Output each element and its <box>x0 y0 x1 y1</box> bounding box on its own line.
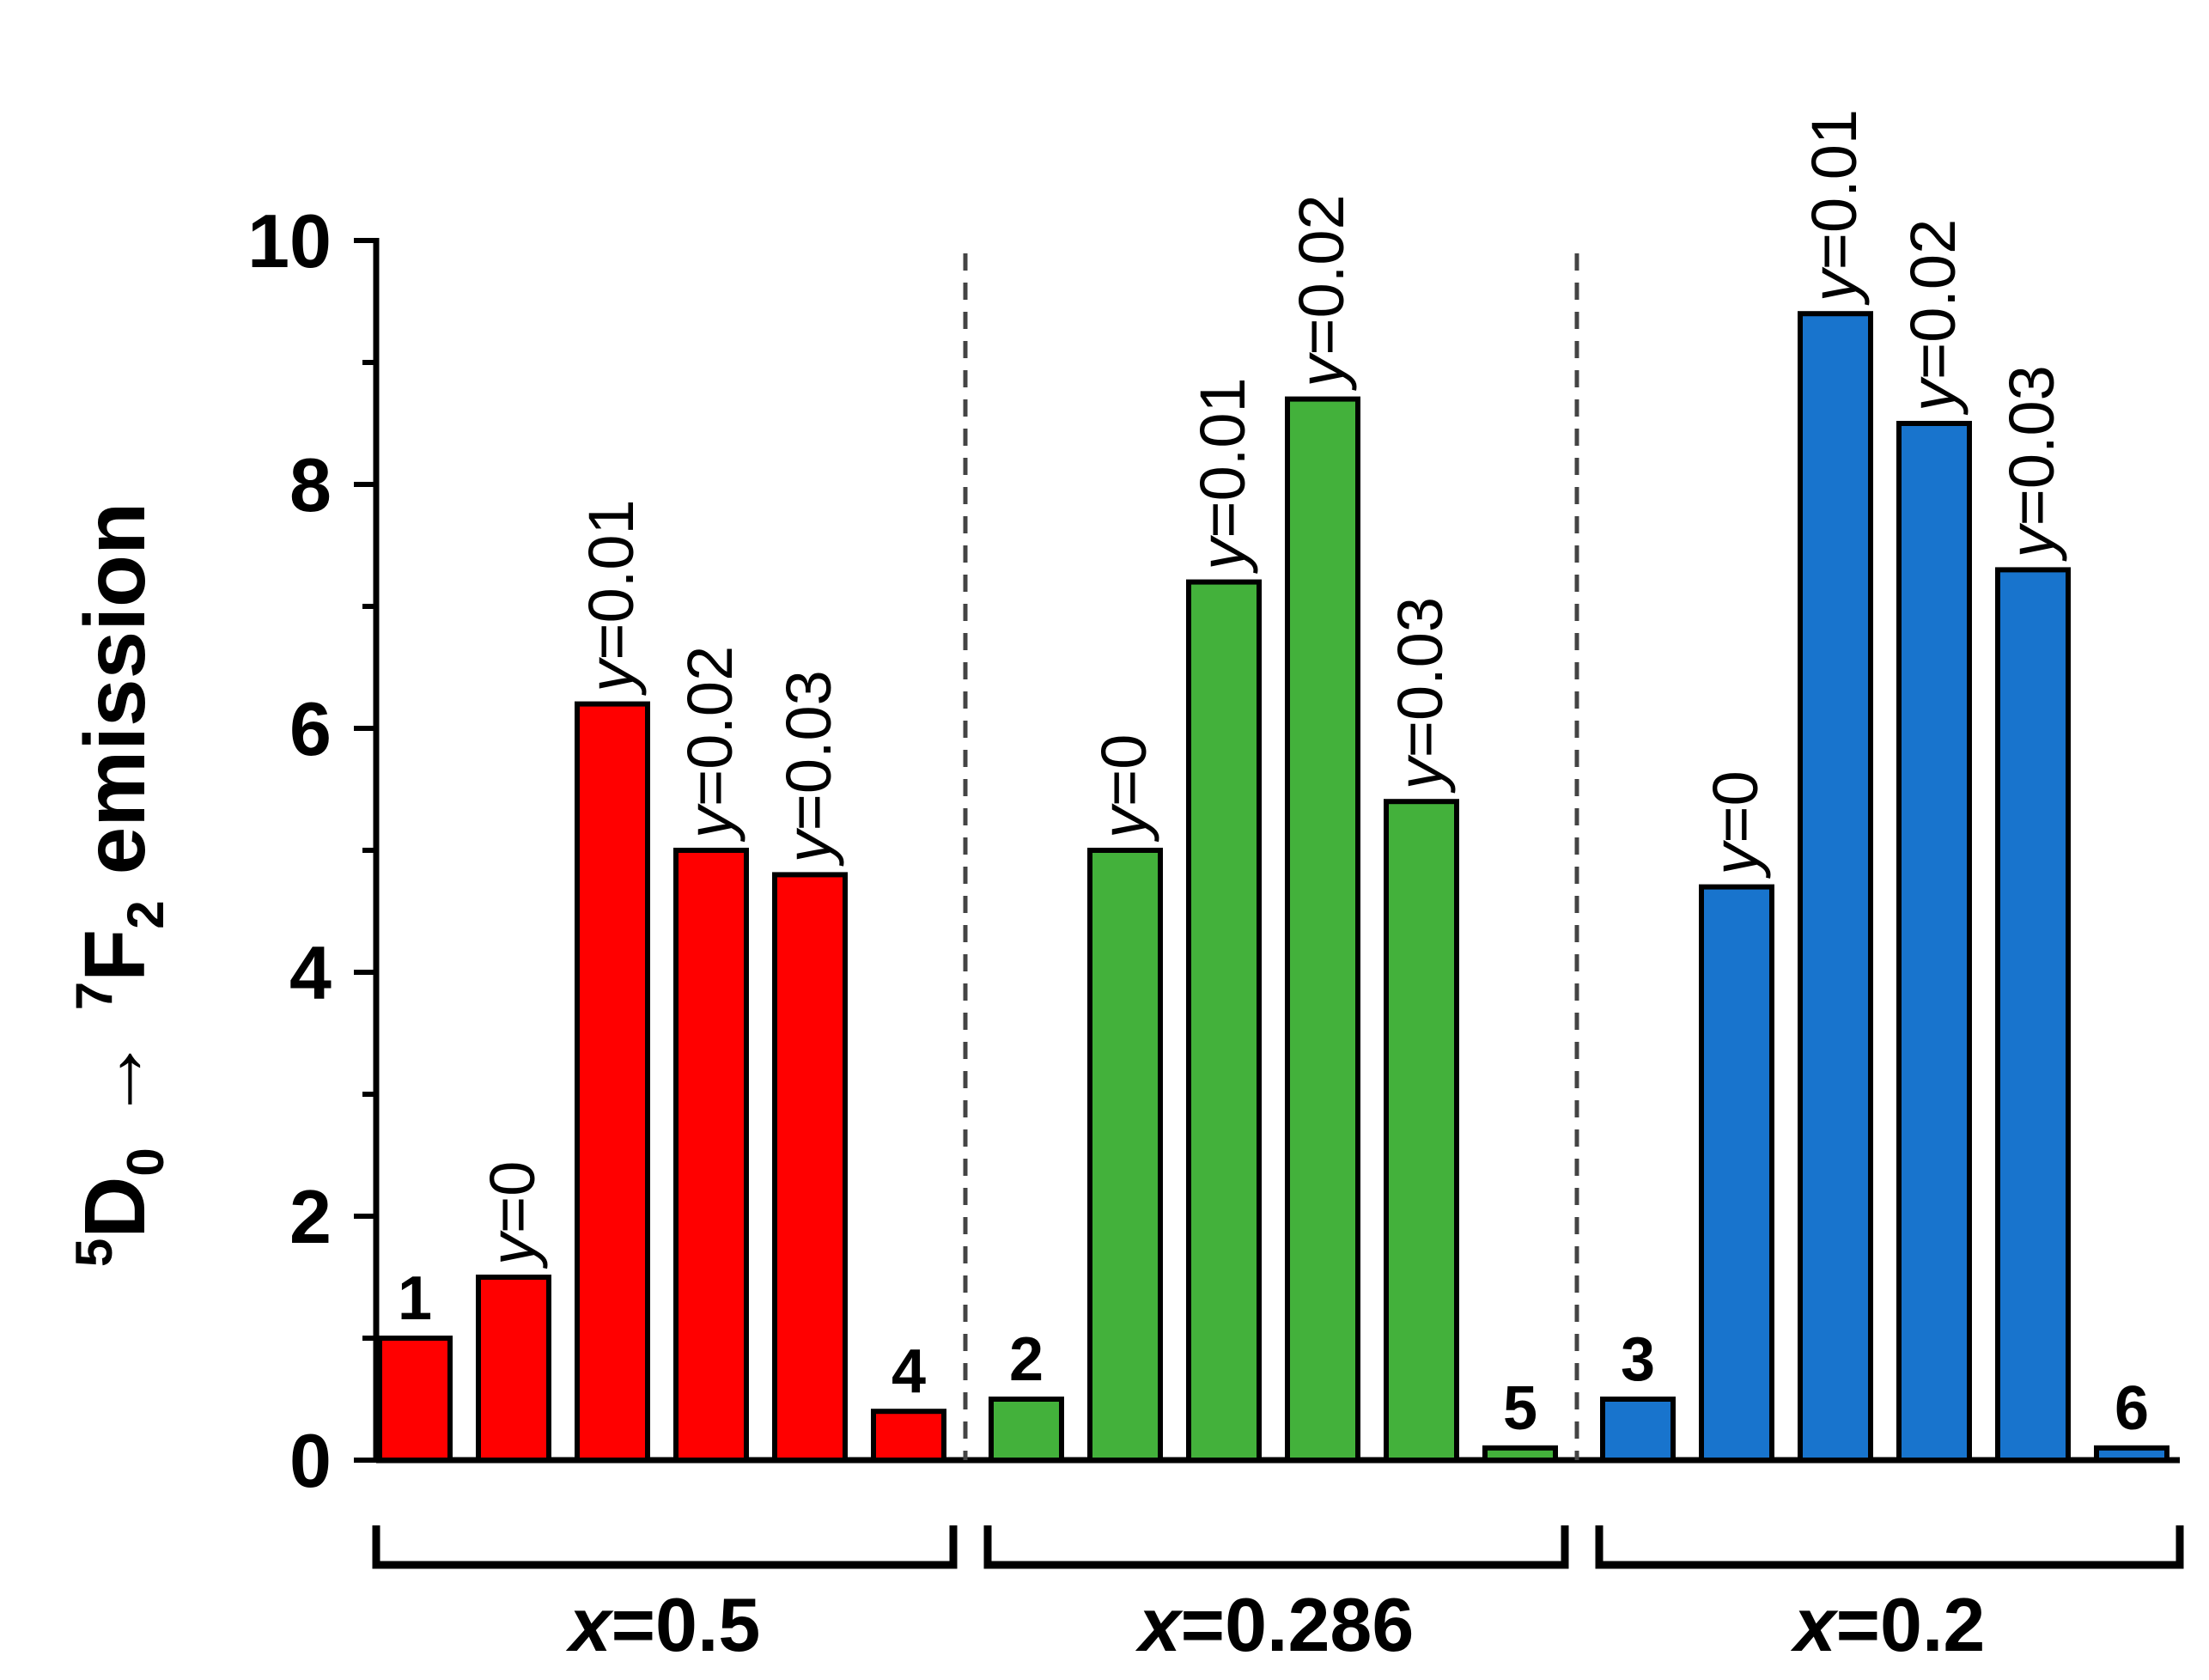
bar-y-label-var: y <box>773 827 844 867</box>
bar-g3-b2 <box>1699 884 1774 1463</box>
bar-y-label-value: =0 <box>477 1161 548 1233</box>
y-title-arrow: → <box>67 1036 163 1122</box>
bar-number-label: 4 <box>892 1337 926 1406</box>
group-bracket-2 <box>983 1525 1569 1569</box>
bar-y-label-var: y <box>1700 840 1771 880</box>
bar-g2-b3 <box>1186 579 1262 1463</box>
bar-number-label: 3 <box>1621 1325 1655 1394</box>
y-tick-label: 2 <box>289 1174 332 1259</box>
group-bracket-3 <box>1595 1525 2184 1569</box>
bar-y-label-var: y <box>1088 803 1159 843</box>
bar-y-label-value: =0.03 <box>773 670 844 831</box>
bar-y-label: y=0.01 <box>575 499 647 696</box>
y-tick-label: 8 <box>289 442 332 527</box>
y-title-main-b: F <box>67 929 163 982</box>
bar-y-label: y=0.01 <box>1798 109 1870 306</box>
bar-y-label-value: =0 <box>1088 734 1159 807</box>
svg-text:5D0→7F2emission: 5D0 → 7F2 emission <box>65 502 174 1267</box>
bar-y-label-var: y <box>1798 266 1870 306</box>
bar-number-label: 6 <box>2115 1374 2149 1443</box>
bar-g3-b3 <box>1798 311 1873 1464</box>
group-bracket-1 <box>372 1525 958 1569</box>
bar-y-label: y=0.02 <box>674 646 745 843</box>
y-title-main-a: D <box>67 1177 163 1239</box>
bar-y-label: y=0.03 <box>773 670 844 867</box>
bar-g1-b4 <box>673 848 749 1463</box>
group-label-value: =0.5 <box>612 1582 761 1667</box>
bar-number-label: 1 <box>398 1264 432 1333</box>
group-label-var: x <box>1791 1582 1839 1667</box>
bar-g2-b2 <box>1087 848 1163 1463</box>
bar-y-label: y=0.03 <box>1996 365 2067 562</box>
bar-y-label: y=0 <box>477 1161 548 1269</box>
group-label-var: x <box>566 1582 614 1667</box>
bar-y-label-var: y <box>575 657 647 697</box>
y-title-sub-b: 2 <box>117 900 174 928</box>
y-axis-title: 5D0 → 7F2 emission <box>65 502 174 1267</box>
y-tick-label: 10 <box>247 198 332 283</box>
bar-g3-b6 <box>2094 1445 2169 1464</box>
bar-y-label: y=0.02 <box>1897 219 1969 416</box>
bar-y-label: y=0.02 <box>1286 194 1357 391</box>
bar-g2-b1 <box>989 1397 1064 1463</box>
bar-labels: 1y=0y=0.01y=0.02y=0.034 2y=0y=0.01y=0.02y… <box>398 109 2149 1443</box>
y-title-sub-a: 0 <box>117 1147 174 1176</box>
bar-y-label-var: y <box>1996 522 2067 562</box>
bar-y-label-value: =0.01 <box>575 499 647 660</box>
bar-y-label-var: y <box>1384 754 1456 794</box>
bar-y-label: y=0.03 <box>1384 597 1456 794</box>
bar-g3-b5 <box>1995 567 2071 1463</box>
bar-y-label-var: y <box>477 1230 548 1269</box>
bar-y-label-value: =0.02 <box>1897 219 1969 380</box>
bar-g1-b5 <box>772 872 848 1463</box>
bar-g2-b4 <box>1285 396 1360 1464</box>
bar-g2-b5 <box>1384 799 1459 1463</box>
bar-y-label-value: =0 <box>1700 770 1771 843</box>
group-label-1: x=0.5 <box>566 1582 761 1667</box>
bar-y-label-value: =0.02 <box>674 646 745 807</box>
bar-y-label-value: =0.03 <box>1996 365 2067 526</box>
y-title-rest: emission <box>67 502 163 875</box>
bar-g1-b3 <box>575 701 650 1463</box>
y-tick-label: 0 <box>289 1418 332 1503</box>
bar-g1-b2 <box>476 1275 551 1463</box>
bar-y-label-var: y <box>1187 535 1258 575</box>
y-title-sup-a: 5 <box>65 1239 123 1267</box>
bar-g3-b1 <box>1600 1397 1676 1463</box>
group-separators <box>963 253 1579 1460</box>
bar-g1-b1 <box>377 1336 453 1463</box>
bar-y-label-value: =0.01 <box>1798 109 1870 270</box>
bar-y-label: y=0 <box>1088 734 1159 843</box>
bar-y-label-var: y <box>1897 376 1969 416</box>
y-tick-label: 4 <box>289 930 332 1015</box>
bar-y-label-var: y <box>1286 352 1357 392</box>
bar-number-label: 5 <box>1503 1374 1537 1443</box>
bar-y-label-value: =0.02 <box>1286 194 1357 355</box>
y-tick-label: 6 <box>289 686 332 771</box>
bars <box>377 311 2169 1464</box>
group-brackets: x=0.5 x=0.286 x=0.2 <box>372 1525 2184 1667</box>
bar-number-label: 2 <box>1009 1325 1044 1394</box>
group-label-var: x <box>1135 1582 1184 1667</box>
bar-y-label-var: y <box>674 803 745 843</box>
group-label-2: x=0.286 <box>1135 1582 1415 1667</box>
group-label-value: =0.2 <box>1836 1582 1986 1667</box>
group-label-3: x=0.2 <box>1791 1582 1986 1667</box>
group-label-value: =0.286 <box>1181 1582 1415 1667</box>
bar-y-label-value: =0.03 <box>1384 597 1456 758</box>
y-title-sup-b: 7 <box>65 982 123 1010</box>
bar-y-label-value: =0.01 <box>1187 377 1258 538</box>
bar-g3-b4 <box>1896 421 1972 1463</box>
bar-g1-b6 <box>871 1409 946 1463</box>
bar-y-label: y=0.01 <box>1187 377 1258 574</box>
bar-y-label: y=0 <box>1700 770 1771 879</box>
bar-g2-b6 <box>1482 1445 1558 1464</box>
